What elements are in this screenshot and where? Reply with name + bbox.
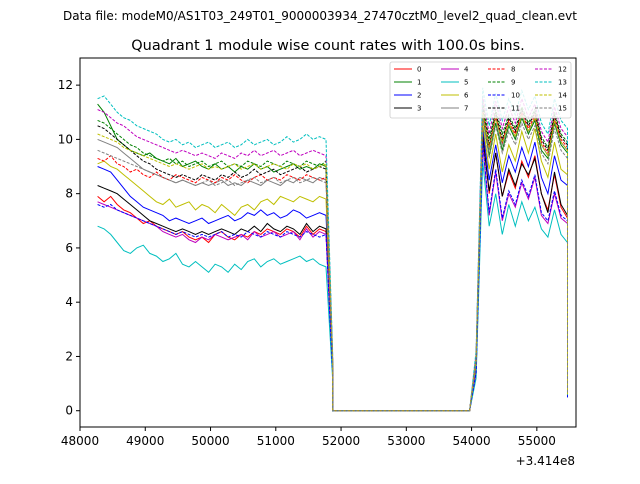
x-tick-label: 55000 (518, 434, 556, 448)
x-tick-label: 54000 (452, 434, 490, 448)
y-tick-label: 12 (58, 78, 73, 92)
legend-label: 8 (511, 66, 515, 74)
legend-label: 5 (464, 79, 468, 87)
x-tick-label: 48000 (61, 434, 99, 448)
y-tick-label: 8 (65, 187, 73, 201)
plot-frame (79, 57, 577, 428)
legend-label: 11 (511, 105, 520, 113)
legend-label: 6 (464, 92, 469, 100)
y-tick-label: 0 (65, 404, 73, 418)
y-tick-label: 10 (58, 132, 73, 146)
y-tick-label: 2 (65, 349, 73, 363)
x-offset-label: +3.414e8 (516, 454, 575, 468)
y-axis: 0 2 4 6 8 10 12 (58, 78, 80, 418)
legend-label: 14 (558, 92, 567, 100)
series-layer (97, 87, 568, 412)
x-tick-label: 49000 (126, 434, 164, 448)
series-line-14 (97, 112, 568, 412)
figure-suptitle: Data file: modeM0/AS1T03_249T01_90000039… (63, 9, 577, 23)
legend-label: 13 (558, 79, 567, 87)
series-line-9 (97, 101, 568, 412)
series-line-15 (97, 117, 568, 412)
legend-label: 10 (511, 92, 520, 100)
x-tick-label: 51000 (257, 434, 295, 448)
x-tick-label: 50000 (191, 434, 229, 448)
legend-label: 3 (417, 105, 421, 113)
y-tick-label: 6 (65, 241, 73, 255)
legend-label: 2 (417, 92, 421, 100)
x-tick-label: 53000 (387, 434, 425, 448)
series-line-8 (97, 109, 568, 412)
series-line-12 (97, 95, 568, 412)
legend-label: 4 (464, 66, 469, 74)
legend-label: 1 (417, 79, 421, 87)
x-axis: 48000 49000 50000 51000 52000 53000 54000 55000 (61, 427, 556, 448)
legend-label: 7 (464, 105, 468, 113)
legend-label: 15 (558, 105, 567, 113)
x-tick-label: 52000 (322, 434, 360, 448)
legend-label: 0 (417, 66, 421, 74)
legend-label: 9 (511, 79, 515, 87)
legend-label: 12 (558, 66, 567, 74)
y-tick-label: 4 (65, 295, 73, 309)
legend-box (389, 61, 572, 119)
chart-title: Quadrant 1 module wise count rates with … (131, 38, 525, 54)
